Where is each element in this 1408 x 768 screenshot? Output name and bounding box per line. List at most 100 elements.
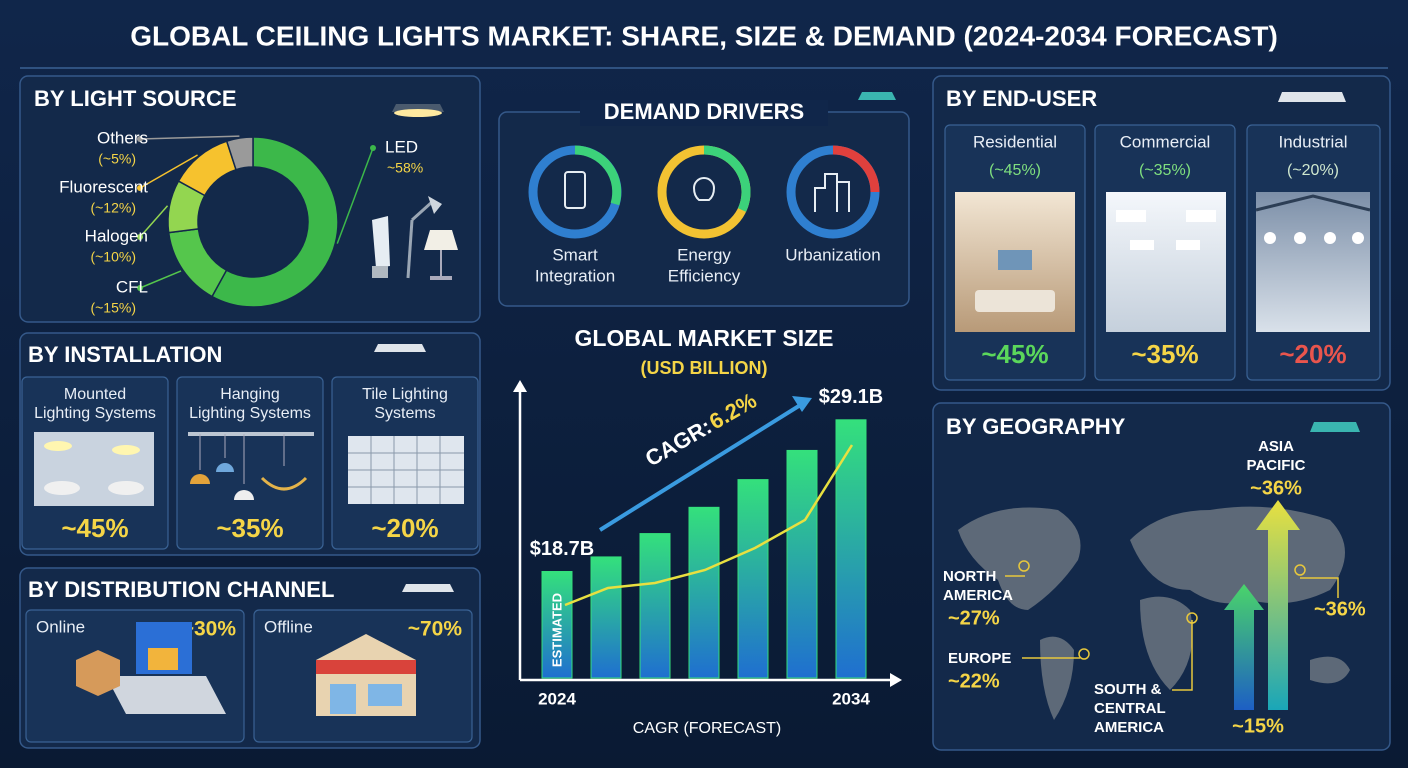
decoration	[348, 436, 464, 504]
bar	[590, 556, 622, 679]
segment-label: Industrial	[1279, 132, 1348, 151]
region-share: ~36%	[1314, 598, 1366, 620]
decoration	[1256, 192, 1370, 332]
segment-label: Fluorescent	[59, 177, 148, 196]
decoration	[703, 145, 751, 212]
decoration	[1255, 194, 1371, 212]
driver-label: Integration	[535, 266, 615, 285]
trend-line	[564, 444, 854, 607]
decoration	[958, 507, 1081, 610]
driver-label: Urbanization	[785, 245, 880, 264]
decoration	[148, 648, 178, 670]
leader-dot	[137, 136, 143, 142]
region-share: ~27%	[948, 607, 1000, 629]
panel-title: BY LIGHT SOURCE	[34, 86, 237, 111]
decoration	[1264, 232, 1276, 244]
decoration	[1078, 648, 1090, 660]
decoration	[1140, 596, 1193, 690]
decoration	[998, 250, 1032, 270]
leader-lines	[1005, 560, 1339, 691]
decoration	[574, 145, 622, 206]
region-label: PACIFIC	[1247, 457, 1306, 474]
decoration	[1294, 232, 1306, 244]
region-label: SOUTH &	[1094, 681, 1162, 698]
value-label: $29.1B	[819, 386, 884, 408]
bar	[639, 533, 671, 679]
axes	[513, 380, 902, 687]
cagr-arrow	[598, 402, 804, 532]
driver-rings	[528, 145, 880, 239]
decoration	[372, 216, 390, 268]
channel-illustrations	[76, 622, 416, 716]
x-tick-label: 2024	[538, 689, 576, 708]
decoration	[1172, 620, 1193, 691]
chart-subtitle: (USD BILLION)	[641, 358, 768, 378]
world-map	[958, 506, 1350, 720]
decoration	[1324, 232, 1336, 244]
bar	[541, 571, 573, 679]
decoration	[234, 490, 254, 500]
decoration	[1294, 564, 1306, 576]
decoration	[814, 173, 850, 212]
decoration	[1300, 577, 1339, 598]
card-label: Mounted	[64, 386, 126, 403]
segment-label: Others	[97, 128, 148, 147]
card-label: Hanging	[220, 386, 280, 403]
panel-title: DEMAND DRIVERS	[604, 99, 804, 124]
decoration	[430, 276, 452, 280]
growth-arrow	[1224, 584, 1264, 710]
installation-illustrations	[34, 432, 464, 506]
decoration	[1116, 210, 1216, 250]
driver-label: Smart	[552, 245, 598, 264]
leader-dot	[370, 145, 376, 151]
decoration	[564, 171, 586, 209]
segment-label: Halogen	[85, 226, 148, 245]
chart-title: GLOBAL MARKET SIZE	[575, 325, 834, 351]
decoration	[190, 474, 210, 484]
leader-dot	[137, 234, 143, 240]
leader-line	[139, 270, 182, 289]
card	[176, 376, 324, 550]
decoration	[316, 660, 416, 674]
panel-title: BY END-USER	[946, 86, 1097, 111]
region-label: ASIA	[1258, 438, 1294, 455]
lamp-icon	[1310, 422, 1360, 432]
leader-line	[139, 154, 198, 189]
panel-title: BY INSTALLATION	[28, 342, 222, 367]
decoration	[106, 676, 226, 714]
value-label: $18.7B	[530, 538, 595, 560]
share: ~20%	[371, 513, 438, 543]
bar	[835, 419, 867, 679]
region-label: CENTRAL	[1094, 700, 1166, 717]
decoration	[1186, 612, 1198, 624]
end-user-illustrations	[955, 192, 1371, 332]
donut: LED ~58% CFL (~15%) Halogen (~10%) Fluorescent…	[59, 128, 423, 315]
panel-title: BY DISTRIBUTION CHANNEL	[28, 577, 334, 602]
x-axis-label: CAGR (FORECAST)	[633, 720, 781, 737]
decoration	[394, 109, 442, 117]
driver-label: Efficiency	[668, 266, 741, 285]
decoration	[1130, 506, 1345, 604]
share: ~35%	[216, 513, 283, 543]
decoration	[428, 196, 442, 214]
region-share: ~22%	[948, 670, 1000, 692]
segment-note: (~20%)	[1287, 162, 1339, 179]
cagr-arrowhead	[792, 396, 812, 412]
decoration	[975, 290, 1055, 312]
region-label: AMERICA	[1094, 719, 1164, 736]
segment-label: LED	[385, 137, 418, 156]
decoration	[76, 650, 120, 696]
region-label: NORTH	[943, 568, 996, 585]
decoration	[890, 673, 902, 687]
leader-line	[139, 135, 240, 140]
segment-value: (~15%)	[90, 300, 136, 316]
decoration	[44, 441, 72, 451]
decoration	[1310, 656, 1350, 684]
bar	[737, 479, 769, 679]
annotation: ESTIMATED	[549, 593, 564, 667]
panel-title: BY GEOGRAPHY	[946, 414, 1126, 439]
segment-value: (~10%)	[90, 249, 136, 265]
